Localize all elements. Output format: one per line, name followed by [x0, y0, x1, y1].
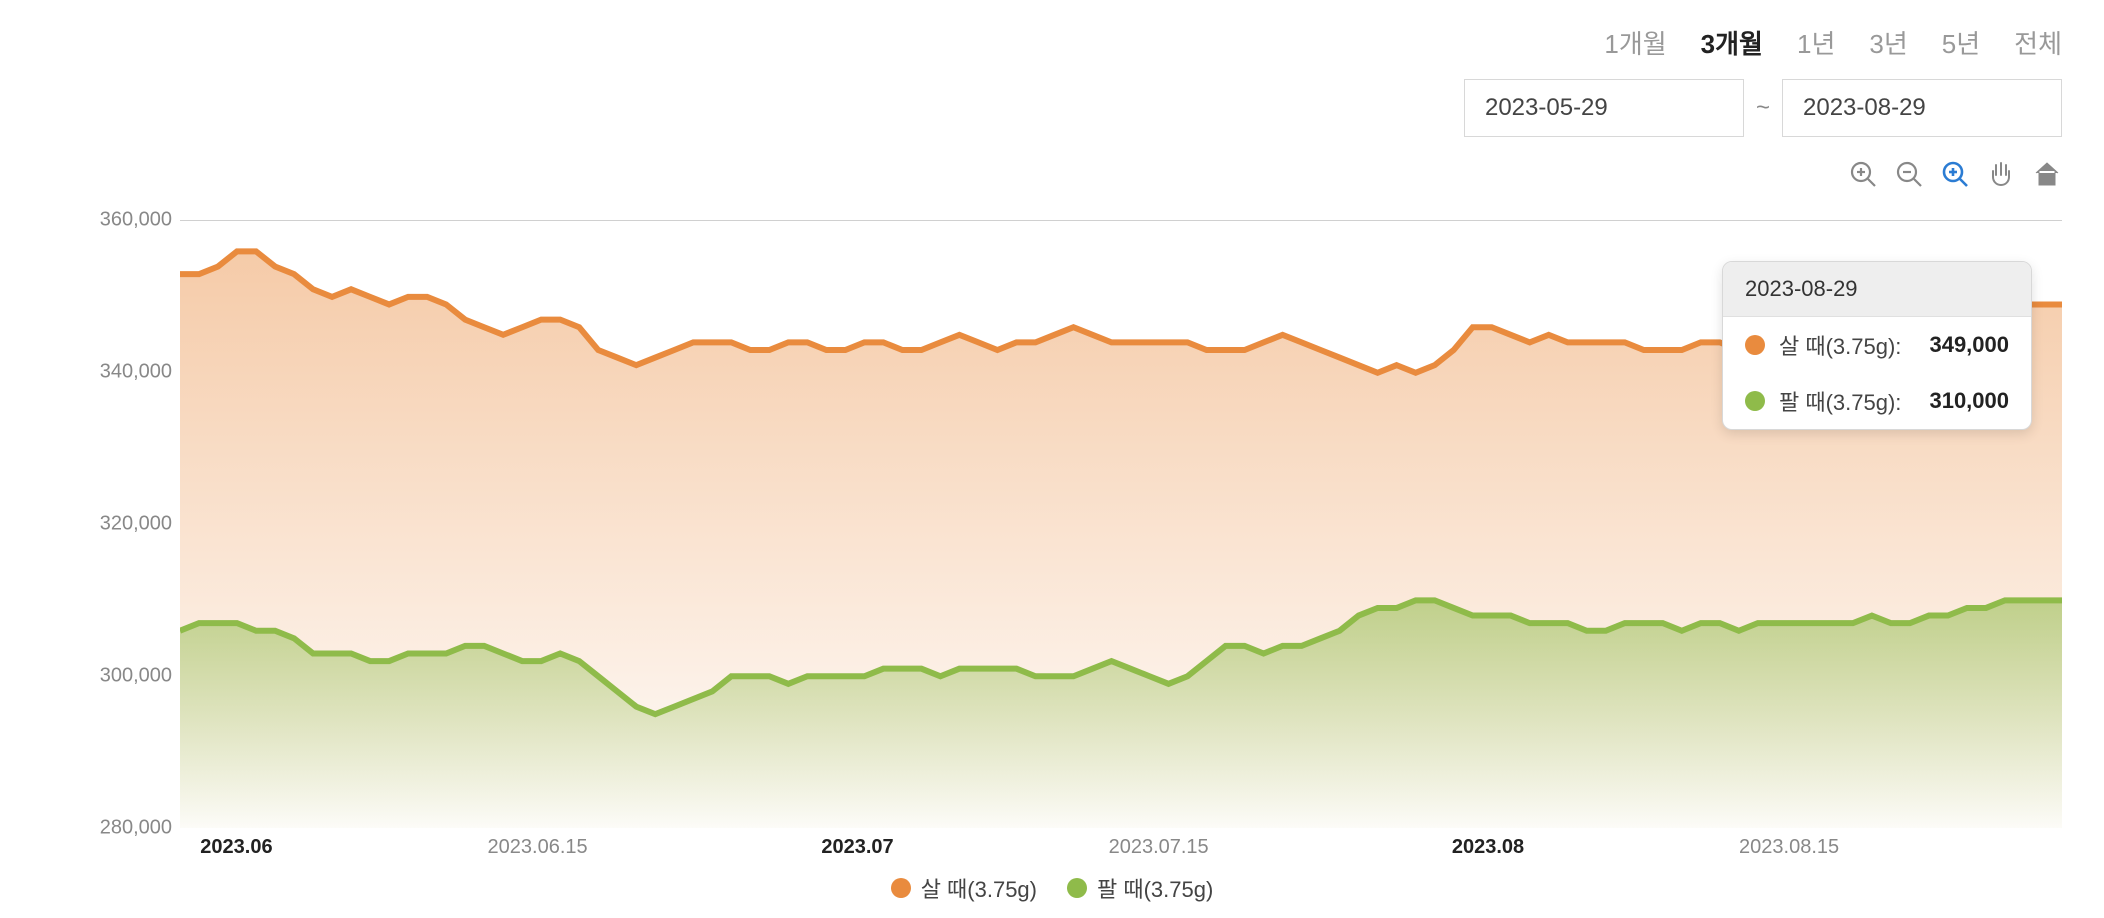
legend-label: 팔 때(3.75g): [1097, 872, 1213, 904]
x-tick-label: 2023.07.15: [1109, 836, 1209, 859]
period-tab-1개월[interactable]: 1개월: [1604, 24, 1666, 61]
plot-region[interactable]: 2023-08-29 살 때(3.75g): 349,000 팔 때(3.75g):…: [180, 220, 2062, 828]
x-tick-label: 2023.06.15: [488, 836, 588, 859]
x-tick-label: 2023.06: [200, 836, 272, 859]
x-tick-label: 2023.07: [821, 836, 893, 859]
zoom-in-icon[interactable]: [1848, 159, 1878, 189]
tooltip-series-label: 팔 때(3.75g):: [1779, 385, 1915, 417]
y-tick-label: 320,000: [100, 513, 172, 536]
x-axis-labels: 2023.06 2023.06.15 2023.07 2023.07.15 2023.0…: [180, 836, 2062, 876]
legend-item[interactable]: 살 때(3.75g): [891, 872, 1037, 904]
legend-label: 살 때(3.75g): [921, 872, 1037, 904]
pan-icon[interactable]: [1986, 159, 2016, 189]
home-icon[interactable]: [2032, 159, 2062, 189]
magnify-icon[interactable]: [1940, 159, 1970, 189]
legend-dot-icon: [891, 878, 911, 898]
tooltip-date: 2023-08-29: [1723, 262, 2031, 317]
zoom-out-icon[interactable]: [1894, 159, 1924, 189]
y-tick-label: 340,000: [100, 361, 172, 384]
tooltip-series-value: 349,000: [1929, 332, 2009, 358]
legend: 살 때(3.75g) 팔 때(3.75g): [0, 872, 2104, 904]
end-date-input[interactable]: [1782, 79, 2062, 137]
x-tick-label: 2023.08.15: [1739, 836, 1839, 859]
y-tick-label: 360,000: [100, 209, 172, 232]
period-tab-1년[interactable]: 1년: [1797, 24, 1835, 61]
chart-toolbar: [1848, 159, 2062, 189]
tooltip-dot-icon: [1745, 391, 1765, 411]
period-tab-5년[interactable]: 5년: [1942, 24, 1980, 61]
tooltip-row: 살 때(3.75g): 349,000: [1723, 317, 2031, 373]
date-separator: ~: [1756, 94, 1770, 122]
legend-dot-icon: [1067, 878, 1087, 898]
y-tick-label: 300,000: [100, 665, 172, 688]
x-tick-label: 2023.08: [1452, 836, 1524, 859]
period-tab-3개월[interactable]: 3개월: [1701, 24, 1763, 61]
period-tab-3년[interactable]: 3년: [1869, 24, 1907, 61]
tooltip-dot-icon: [1745, 335, 1765, 355]
hover-tooltip: 2023-08-29 살 때(3.75g): 349,000 팔 때(3.75g):…: [1722, 261, 2032, 430]
y-axis-labels: 360,000340,000320,000300,000280,000: [70, 220, 180, 828]
period-tab-전체[interactable]: 전체: [2014, 24, 2062, 61]
tooltip-series-label: 살 때(3.75g):: [1779, 329, 1915, 361]
y-tick-label: 280,000: [100, 817, 172, 840]
legend-item[interactable]: 팔 때(3.75g): [1067, 872, 1213, 904]
start-date-input[interactable]: [1464, 79, 1744, 137]
tooltip-row: 팔 때(3.75g): 310,000: [1723, 373, 2031, 429]
period-tabs: 1개월 3개월 1년 3년 5년 전체: [1604, 24, 2062, 61]
chart-area: 360,000340,000320,000300,000280,000 2023…: [70, 220, 2062, 828]
tooltip-series-value: 310,000: [1929, 388, 2009, 414]
date-range-row: ~: [1464, 79, 2062, 137]
